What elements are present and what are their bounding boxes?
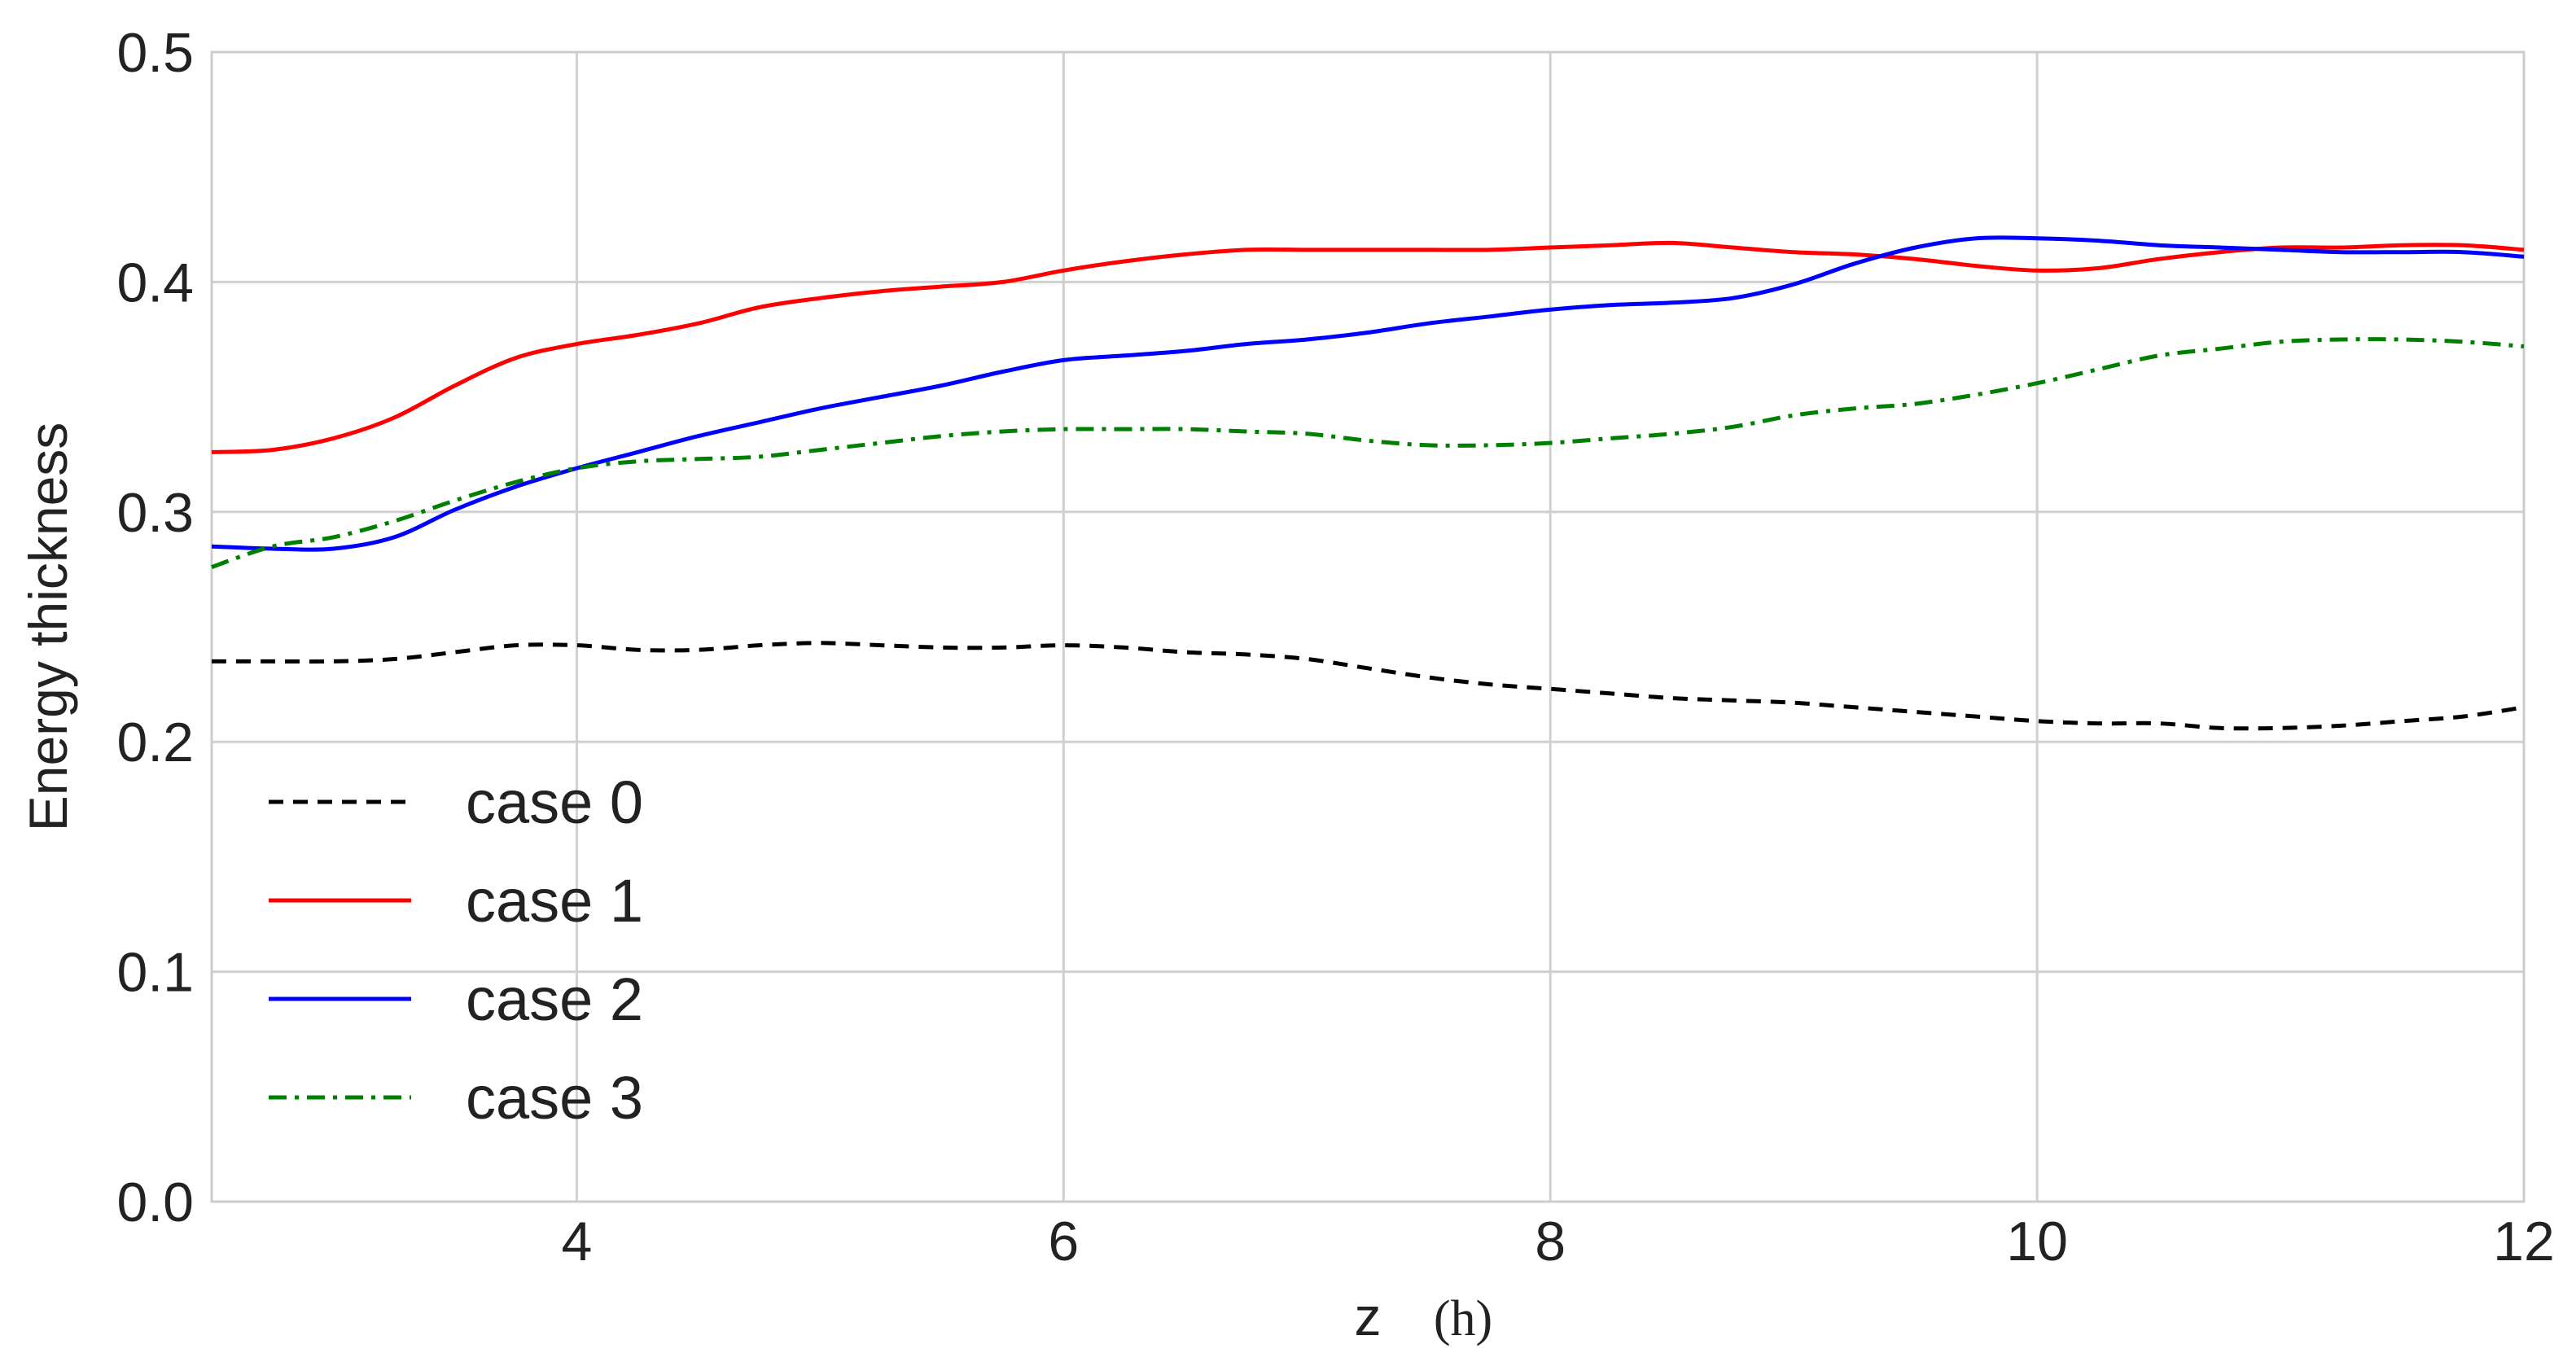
series-line-case-3 xyxy=(211,337,2525,569)
legend-label: case 1 xyxy=(466,867,643,935)
y-tick-label: 0.5 xyxy=(116,22,194,84)
x-tick-label: 6 xyxy=(1048,1211,1079,1272)
x-tick-labels: 4 6 8 10 12 xyxy=(562,1211,2555,1272)
x-tick-label: 4 xyxy=(562,1211,593,1272)
y-tick-label: 0.4 xyxy=(116,252,194,313)
legend-label: case 0 xyxy=(466,769,643,836)
plot-frame xyxy=(210,50,2526,1203)
y-tick-labels: 0.0 0.1 0.2 0.3 0.4 0.5 xyxy=(116,22,194,1233)
x-axis-unit: (h) xyxy=(1434,1291,1492,1347)
y-tick-label: 0.3 xyxy=(116,482,194,544)
x-tick-label: 8 xyxy=(1535,1211,1566,1272)
legend-label: case 2 xyxy=(466,966,643,1033)
y-tick-label: 0.1 xyxy=(116,942,194,1004)
series-group xyxy=(211,235,2525,731)
series-line-case-1 xyxy=(211,240,2525,454)
y-tick-label: 0.0 xyxy=(116,1171,194,1233)
x-tick-label: 12 xyxy=(2493,1211,2555,1272)
series-line-case-0 xyxy=(212,641,2525,731)
x-axis-label: z xyxy=(1355,1286,1382,1347)
legend-label: case 3 xyxy=(466,1064,643,1132)
y-tick-label: 0.2 xyxy=(116,712,194,773)
x-tick-label: 10 xyxy=(2006,1211,2068,1272)
legend: case 0 case 1 case 2 case 3 xyxy=(269,769,643,1132)
y-axis-label: Energy thickness xyxy=(18,423,78,832)
